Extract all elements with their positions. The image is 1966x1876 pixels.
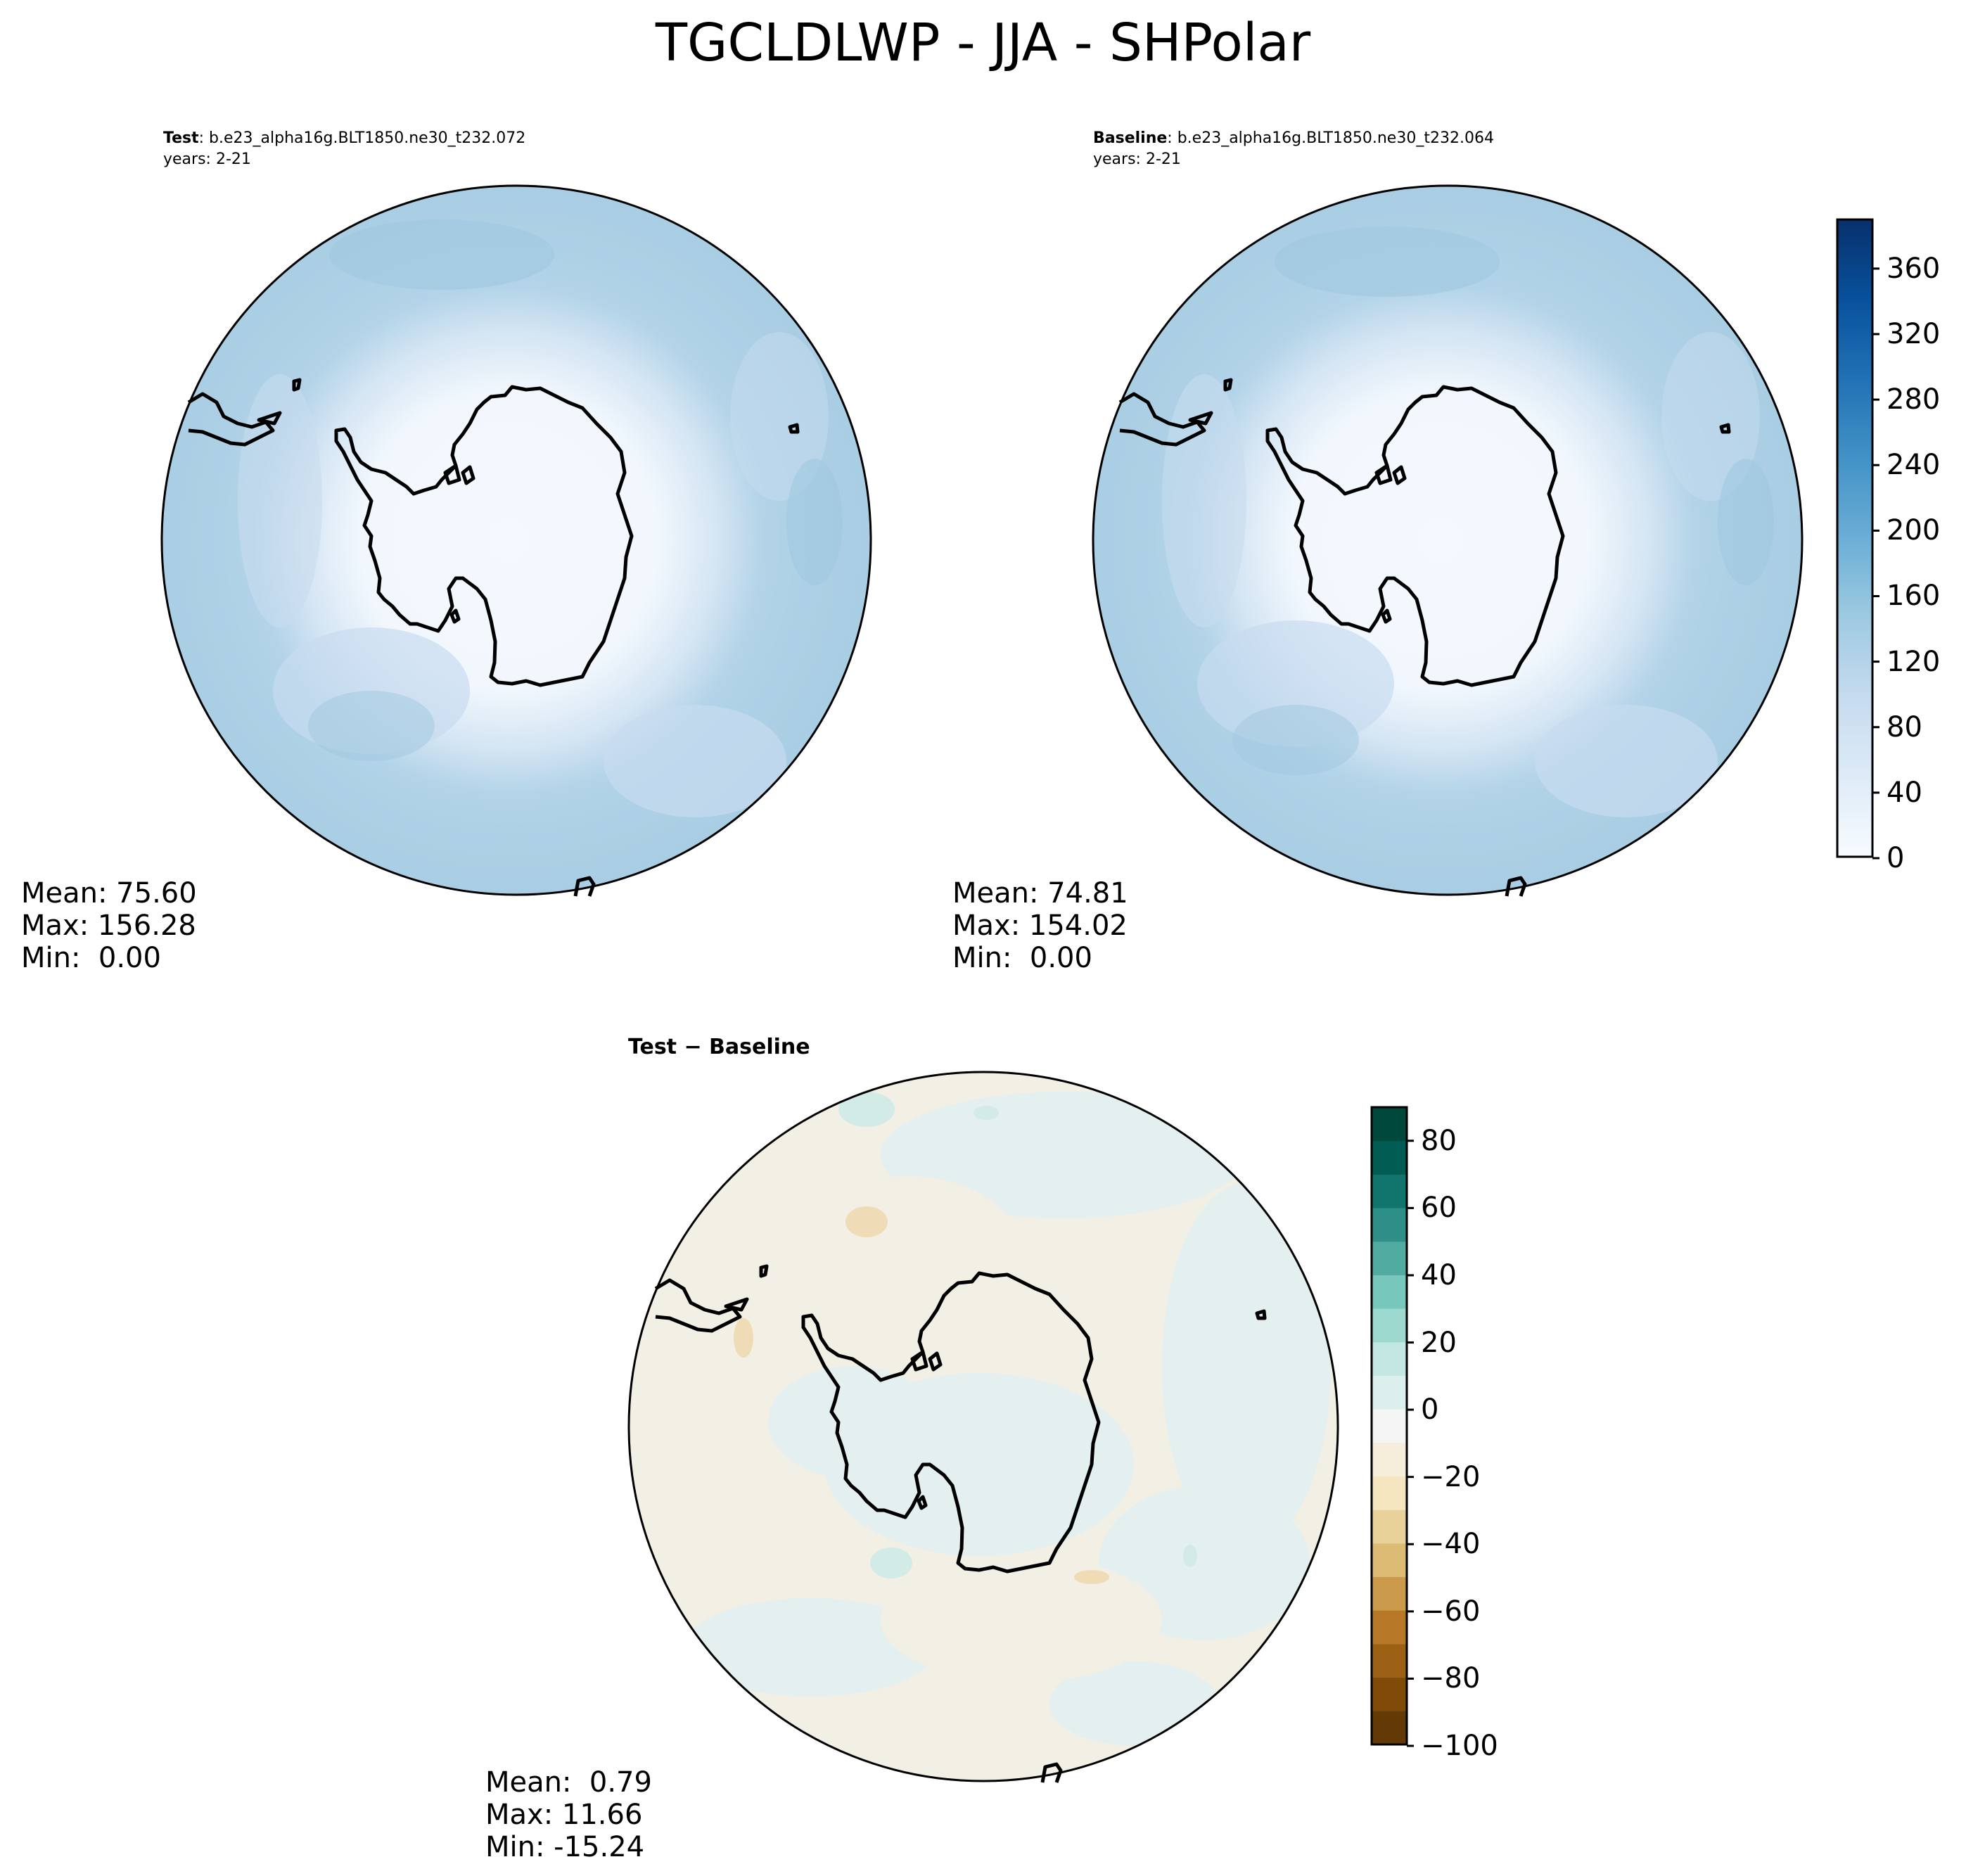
diff-colorbar-tick-label: 40 — [1421, 1258, 1457, 1291]
diff-colorbar-band — [1372, 1241, 1407, 1275]
diff-map — [627, 1071, 1339, 1783]
main-colorbar-tick-label: 200 — [1887, 514, 1941, 547]
diff-colorbar-band — [1372, 1341, 1407, 1376]
baseline-years: years: 2-21 — [1093, 151, 1181, 168]
diff-colorbar-band — [1372, 1442, 1407, 1477]
diff-colorbar-tick-label: −40 — [1421, 1528, 1481, 1561]
test-map — [160, 184, 872, 897]
main-colorbar-tick-label: 280 — [1887, 383, 1941, 416]
baseline-stats: Mean: 74.81 Max: 154.02 Min: 0.00 — [952, 877, 1128, 974]
diff-colorbar-band — [1372, 1208, 1407, 1242]
diff-colorbar-tick-label: 80 — [1421, 1124, 1457, 1157]
test-coastline — [187, 378, 800, 897]
baseline-label: Baseline — [1093, 129, 1168, 147]
diff-colorbar — [1370, 1106, 1414, 1747]
diff-stats: Mean: 0.79 Max: 11.66 Min: -15.24 — [485, 1766, 652, 1863]
test-min: Min: 0.00 — [21, 942, 161, 974]
diff-colorbar-tick-label: 20 — [1421, 1326, 1457, 1359]
test-panel-title: Test: b.e23_alpha16g.BLT1850.ne30_t232.0… — [163, 128, 525, 170]
diff-colorbar-band — [1372, 1576, 1407, 1611]
diff-colorbar-band — [1372, 1140, 1407, 1175]
diff-colorbar-band — [1372, 1308, 1407, 1343]
main-colorbar-tick-label: 120 — [1887, 645, 1941, 678]
diff-coastline — [654, 1264, 1267, 1783]
test-label: Test — [163, 129, 199, 147]
baseline-max: Max: 154.02 — [952, 910, 1128, 942]
diff-colorbar-band — [1372, 1711, 1407, 1745]
figure-title: TGCLDLWP - JJA - SHPolar — [655, 13, 1311, 73]
test-stats: Mean: 75.60 Max: 156.28 Min: 0.00 — [21, 877, 197, 974]
diff-colorbar-band — [1372, 1174, 1407, 1208]
main-colorbar-tick-label: 160 — [1887, 580, 1941, 613]
main-colorbar-tick-label: 320 — [1887, 317, 1941, 350]
diff-colorbar-tick-label: 60 — [1421, 1192, 1457, 1225]
main-colorbar-tick-label: 240 — [1887, 449, 1941, 482]
diff-colorbar-band — [1372, 1610, 1407, 1645]
baseline-min: Min: 0.00 — [952, 942, 1092, 974]
main-colorbar-tick-label: 40 — [1887, 776, 1922, 809]
diff-colorbar-band — [1372, 1375, 1407, 1410]
main-colorbar-tick-label: 0 — [1887, 842, 1905, 874]
diff-colorbar-band — [1372, 1409, 1407, 1443]
diff-min: Min: -15.24 — [485, 1831, 645, 1863]
baseline-panel-title: Baseline: b.e23_alpha16g.BLT1850.ne30_t2… — [1093, 128, 1494, 170]
diff-panel-title: Test − Baseline — [628, 1035, 810, 1059]
diff-colorbar-tick-label: −20 — [1421, 1460, 1481, 1493]
diff-mean: Mean: 0.79 — [485, 1766, 652, 1799]
diff-colorbar-band — [1372, 1107, 1407, 1142]
baseline-case-name: : b.e23_alpha16g.BLT1850.ne30_t232.064 — [1167, 129, 1494, 147]
diff-colorbar-band — [1372, 1677, 1407, 1711]
diff-colorbar-tick-label: 0 — [1421, 1393, 1439, 1427]
baseline-map — [1092, 184, 1804, 897]
test-years: years: 2-21 — [163, 151, 251, 168]
test-case-name: : b.e23_alpha16g.BLT1850.ne30_t232.072 — [198, 129, 526, 147]
main-colorbar-tick-label: 360 — [1887, 252, 1941, 285]
diff-colorbar-band — [1372, 1510, 1407, 1544]
diff-max: Max: 11.66 — [485, 1799, 643, 1831]
baseline-mean: Mean: 74.81 — [952, 877, 1128, 910]
main-colorbar — [1836, 218, 1879, 860]
diff-colorbar-band — [1372, 1543, 1407, 1578]
baseline-coastline — [1118, 378, 1731, 897]
diff-colorbar-tick-label: −100 — [1421, 1730, 1498, 1762]
test-mean: Mean: 75.60 — [21, 877, 197, 910]
diff-colorbar-band — [1372, 1643, 1407, 1678]
main-colorbar-tick-label: 80 — [1887, 710, 1922, 744]
diff-colorbar-band — [1372, 1476, 1407, 1510]
diff-colorbar-tick-label: −60 — [1421, 1595, 1481, 1628]
test-max: Max: 156.28 — [21, 910, 196, 942]
diff-colorbar-tick-label: −80 — [1421, 1662, 1481, 1695]
diff-colorbar-band — [1372, 1275, 1407, 1309]
